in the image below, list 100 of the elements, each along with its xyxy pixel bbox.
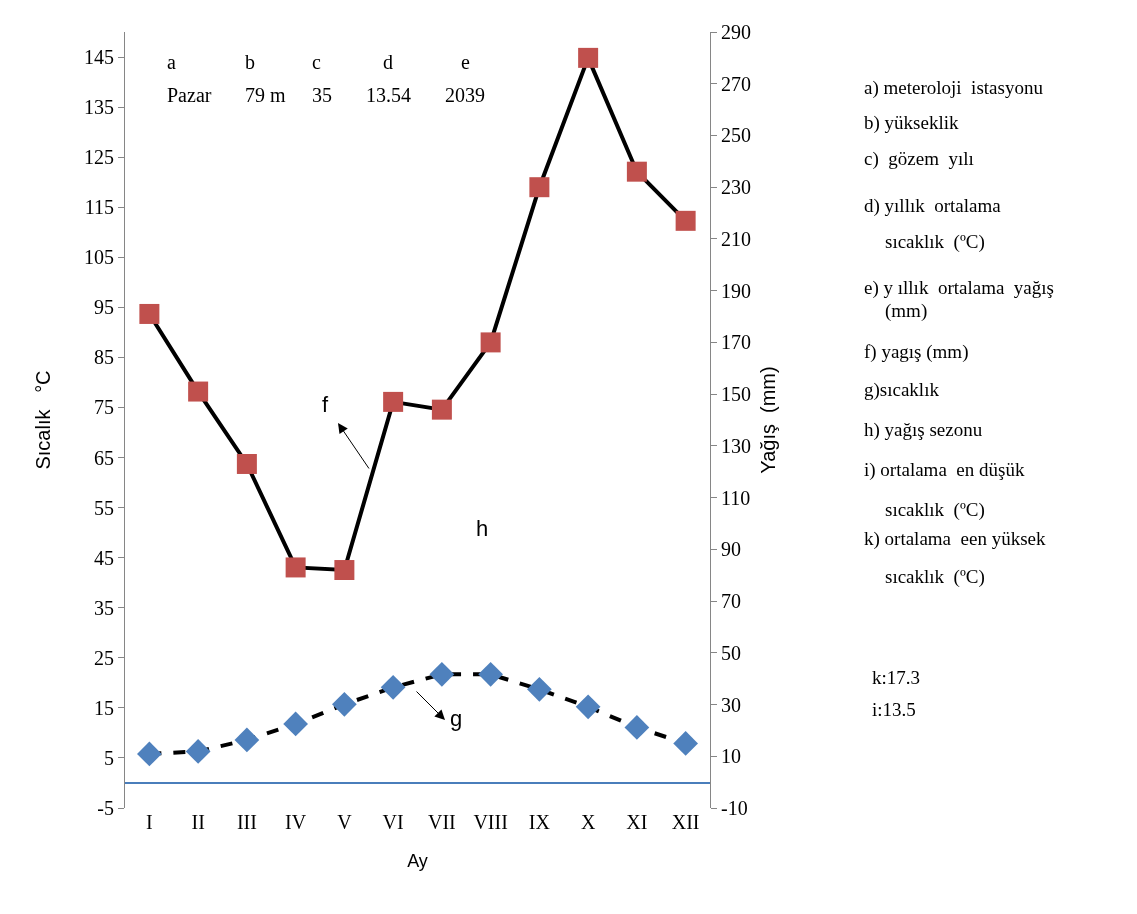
- annotation: Pazar: [167, 84, 212, 106]
- y-tick-label: -5: [97, 797, 114, 819]
- annotation: 2039: [445, 84, 485, 106]
- text: f) yagış (mm): [864, 341, 969, 363]
- annotation: g: [450, 706, 463, 731]
- y-tick-label: 65: [94, 446, 114, 469]
- y2-tick-label: 70: [721, 590, 741, 613]
- text: i:13.5: [872, 699, 916, 720]
- x-tick-label: V: [337, 811, 353, 833]
- text: d) yıllık ortalama: [864, 195, 1002, 217]
- text: k:17.3: [872, 667, 921, 688]
- annotation: a: [167, 51, 176, 73]
- y2-tick-label: 10: [721, 745, 741, 768]
- text: g)sıcaklık: [864, 379, 940, 401]
- y2-tick-label: 170: [721, 331, 751, 354]
- y-tick-label: 115: [84, 196, 114, 219]
- point: [626, 161, 647, 182]
- point: [236, 453, 257, 474]
- point: [380, 674, 406, 700]
- x-tick-label: III: [236, 811, 257, 833]
- point: [234, 727, 260, 753]
- point: [334, 560, 355, 581]
- point: [429, 661, 455, 687]
- point: [624, 715, 650, 740]
- y2-tick-label: 30: [721, 693, 741, 716]
- point: [285, 557, 306, 578]
- x-tick-label: X: [580, 811, 596, 833]
- point: [673, 731, 698, 756]
- text: k) ortalama een yüksek: [864, 528, 1046, 550]
- text: a) meteroloji istasyonu: [864, 77, 1044, 99]
- point: [139, 303, 160, 324]
- annotation: 13.54: [366, 84, 411, 106]
- y-tick-label: 25: [94, 646, 114, 669]
- y-tick-label: 55: [94, 496, 114, 519]
- x-tick-label: I: [146, 811, 153, 833]
- y2-tick-label: 50: [721, 641, 741, 664]
- point: [480, 332, 501, 353]
- y2-tick-label: 190: [721, 279, 751, 302]
- y-tick-label: 15: [94, 696, 114, 719]
- y-tick-label: 125: [84, 146, 114, 169]
- x-tick-label: II: [191, 811, 205, 833]
- y-tick-label: 145: [84, 46, 114, 69]
- point: [575, 694, 601, 720]
- point: [137, 741, 162, 767]
- annotation: h: [476, 516, 489, 541]
- point: [283, 711, 308, 737]
- text: sıcaklık (ºC): [885, 231, 985, 253]
- y2-tick-label: -10: [721, 797, 748, 819]
- y2-tick-label: 270: [721, 72, 751, 95]
- y2-tick-label: 210: [721, 227, 751, 250]
- annotation: c: [312, 51, 321, 73]
- text: c) gözem yılı: [864, 148, 974, 170]
- y-tick-label: 95: [94, 296, 114, 319]
- y2-tick-label: 230: [721, 176, 751, 199]
- point: [431, 399, 452, 420]
- y2-tick-label: 90: [721, 538, 741, 561]
- x-axis-title: Ay: [407, 851, 428, 872]
- y-axis-title: Sıcalık °C: [31, 370, 54, 470]
- y2-tick-label: 110: [721, 486, 751, 509]
- text: sıcaklık (ºC): [885, 499, 985, 521]
- point: [527, 677, 552, 702]
- y-tick-label: 35: [94, 596, 114, 619]
- y-tick-label: 105: [84, 246, 114, 269]
- point: [675, 210, 696, 231]
- annotation: e: [461, 51, 470, 73]
- y2-tick-label: 130: [721, 434, 751, 457]
- x-tick-label: IX: [528, 811, 551, 833]
- text: e) y ıllık ortalama yağış: [864, 277, 1054, 299]
- text: i) ortalama en düşük: [864, 459, 1025, 481]
- y-tick-label: 5: [104, 746, 114, 769]
- annotation: 35: [312, 84, 332, 106]
- y-tick-label: 135: [84, 96, 114, 119]
- x-tick-label: VI: [382, 811, 404, 833]
- text: sıcaklık (ºC): [885, 566, 985, 588]
- y2-axis-title: Yağış (mm): [756, 366, 779, 474]
- text: h) yağış sezonu: [864, 419, 983, 441]
- y-tick-label: 45: [94, 546, 114, 569]
- annotation: f: [322, 392, 329, 417]
- x-tick-label: XI: [626, 811, 648, 833]
- point: [578, 47, 599, 68]
- text: b) yükseklik: [864, 112, 959, 134]
- annotation: 79 m: [245, 84, 286, 106]
- point: [185, 739, 211, 764]
- y2-tick-label: 150: [721, 383, 751, 406]
- point: [478, 661, 503, 687]
- point: [383, 391, 404, 412]
- annotation: b: [245, 51, 255, 73]
- x-tick-label: IV: [285, 811, 307, 833]
- x-tick-label: VIII: [473, 811, 508, 833]
- x-tick-label: VII: [428, 811, 456, 833]
- text: (mm): [885, 300, 928, 322]
- y2-tick-label: 250: [721, 124, 751, 147]
- point: [332, 692, 357, 717]
- annotation: d: [383, 51, 393, 73]
- y-tick-label: 85: [94, 346, 114, 369]
- x-tick-label: XII: [671, 811, 700, 833]
- point: [188, 381, 209, 402]
- y2-tick-label: 290: [721, 21, 751, 43]
- point: [529, 177, 550, 198]
- y-tick-label: 75: [94, 396, 114, 419]
